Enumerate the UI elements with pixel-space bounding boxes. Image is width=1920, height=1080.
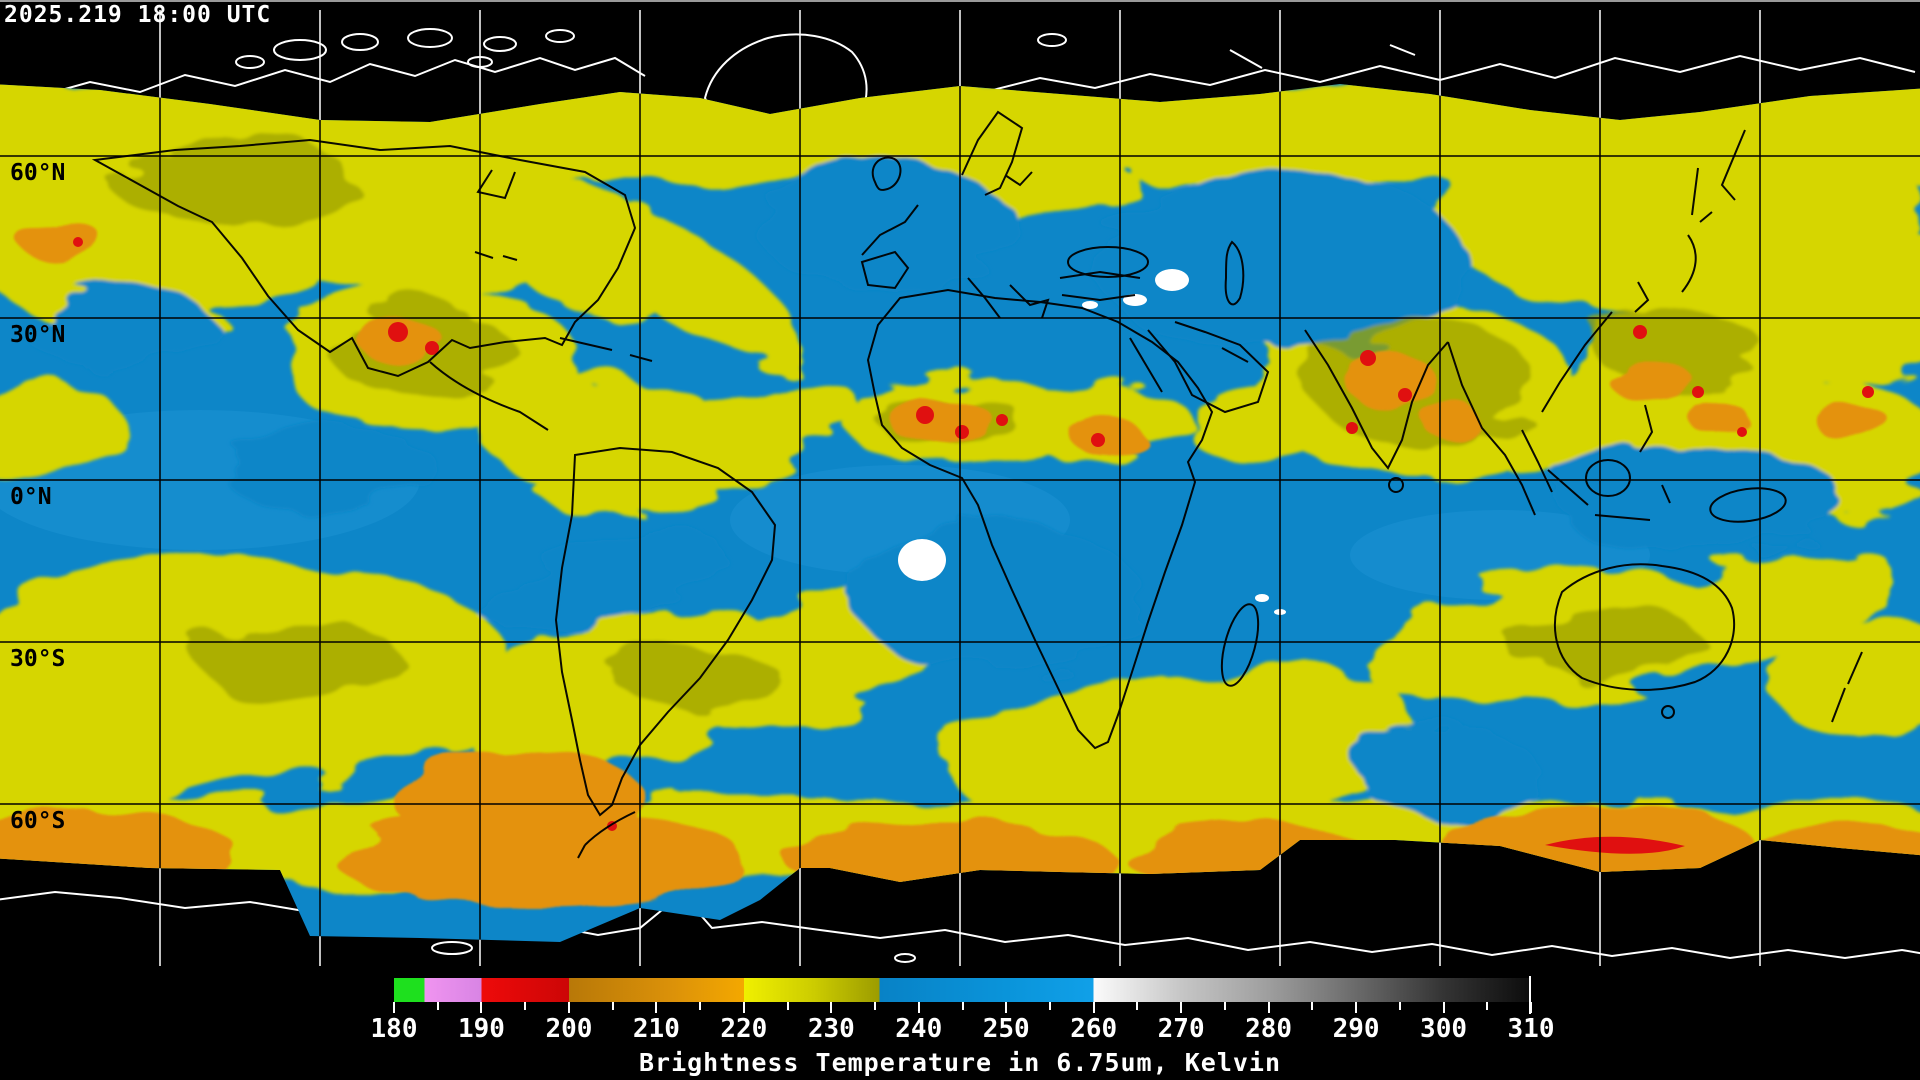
- colorbar-tick-label: 210: [632, 1014, 680, 1044]
- colorbar-major-tick: [917, 1002, 920, 1013]
- colorbar-tick-label: 200: [545, 1014, 593, 1044]
- colorbar-minor-tick: [611, 1002, 614, 1010]
- colorbar-minor-tick: [1048, 1002, 1051, 1010]
- colorbar-tick-label: 180: [370, 1014, 418, 1044]
- colorbar-tick-label: 290: [1332, 1014, 1380, 1044]
- colorbar-minor-tick: [1223, 1002, 1226, 1010]
- colorbar-major-tick: [1355, 1002, 1358, 1013]
- colorbar-tick-label: 190: [457, 1014, 505, 1044]
- south-asia-coastline: [1304, 329, 1553, 516]
- timestamp-label: 2025.219 18:00 UTC: [4, 2, 272, 28]
- africa-coastline: [866, 288, 1214, 750]
- colorbar-major-tick: [393, 1002, 395, 1013]
- data-layer: [0, 84, 1920, 942]
- colorbar-major-tick: [1180, 1002, 1183, 1013]
- colorbar-minor-tick: [874, 1002, 877, 1010]
- madagascar-coastline: [1220, 603, 1260, 687]
- colorbar-major-tick: [1092, 1002, 1095, 1013]
- colorbar-tick-label: 240: [895, 1014, 943, 1044]
- colorbar-tick-label: 300: [1420, 1014, 1468, 1044]
- colorbar-minor-tick: [1486, 1002, 1489, 1010]
- coldest-red-spots: [73, 237, 1874, 854]
- latitude-label-60n: 60°N: [10, 160, 65, 186]
- colorbar-minor-tick: [436, 1002, 439, 1010]
- colorbar-major-tick: [655, 1002, 658, 1013]
- sri-lanka-coastline: [1388, 477, 1404, 493]
- black-sea-coastline: [1067, 246, 1149, 278]
- colorbar-minor-tick: [1136, 1002, 1139, 1010]
- antarctic-peninsula-coastline: [577, 811, 636, 859]
- east-asia-coastline: [1541, 129, 1746, 413]
- colorbar-major-tick: [480, 1002, 483, 1013]
- colorbar-major-tick: [567, 1002, 570, 1013]
- colorbar-tick-label: 260: [1070, 1014, 1118, 1044]
- colorbar-minor-tick: [961, 1002, 964, 1010]
- colorbar-tick-label: 250: [982, 1014, 1030, 1044]
- colorbar-major-tick: [1267, 1002, 1270, 1013]
- water-vapor-map: 60°N 30°N 0°N 30°S 60°S: [0, 10, 1920, 966]
- colorbar: 180 190 200 210 220 230 240 250 260 270 280 290 300 3…: [371, 976, 1554, 1048]
- colorbar-minor-tick: [1398, 1002, 1401, 1010]
- colorbar-tick-label: 280: [1245, 1014, 1293, 1044]
- colorbar-major-tick: [830, 1002, 833, 1013]
- moisture-yellow-layer: [0, 84, 1920, 885]
- continent-coastlines: [91, 110, 1863, 859]
- warm-white-specks: [898, 269, 1286, 615]
- grid-over-data: [0, 84, 1920, 942]
- colorbar-major-tick: [742, 1002, 745, 1013]
- europe-coastline: [860, 110, 1141, 319]
- south-america-coastline: [554, 446, 777, 817]
- australia-coastline: [1554, 563, 1863, 723]
- maritime-continent-coastline: [1547, 404, 1671, 521]
- middle-east-coastline: [1147, 321, 1270, 414]
- colorbar-major-tick: [1442, 1002, 1445, 1013]
- colorbar-tick-label: 230: [807, 1014, 855, 1044]
- colorbar-minor-tick: [699, 1002, 702, 1010]
- colorbar-tick-label: 310: [1507, 1014, 1555, 1044]
- latitude-label-30s: 30°S: [10, 646, 65, 672]
- latitude-label-0n: 0°N: [10, 484, 52, 510]
- colorbar-gradient: [394, 978, 1531, 1002]
- colorbar-tick-label: 270: [1157, 1014, 1205, 1044]
- latitude-label-60s: 60°S: [10, 808, 65, 834]
- colorbar-end-tick: [1529, 976, 1531, 1014]
- central-america-coastline: [429, 361, 549, 431]
- latitude-labels: 60°N 30°N 0°N 30°S 60°S: [10, 160, 65, 834]
- colorbar-major-tick: [1530, 1002, 1532, 1013]
- caspian-sea-coastline: [1224, 240, 1245, 306]
- colorbar-minor-tick: [786, 1002, 789, 1010]
- colorbar-minor-tick: [524, 1002, 527, 1010]
- north-america-coastline: [91, 138, 653, 378]
- map-svg: 60°N 30°N 0°N 30°S 60°S: [0, 10, 1920, 966]
- colorbar-tick-label: 220: [720, 1014, 768, 1044]
- latitude-label-30n: 30°N: [10, 322, 65, 348]
- colorbar-minor-tick: [1311, 1002, 1314, 1010]
- colorbar-caption: Brightness Temperature in 6.75um, Kelvin: [638, 1048, 1282, 1077]
- colorbar-major-tick: [1005, 1002, 1008, 1013]
